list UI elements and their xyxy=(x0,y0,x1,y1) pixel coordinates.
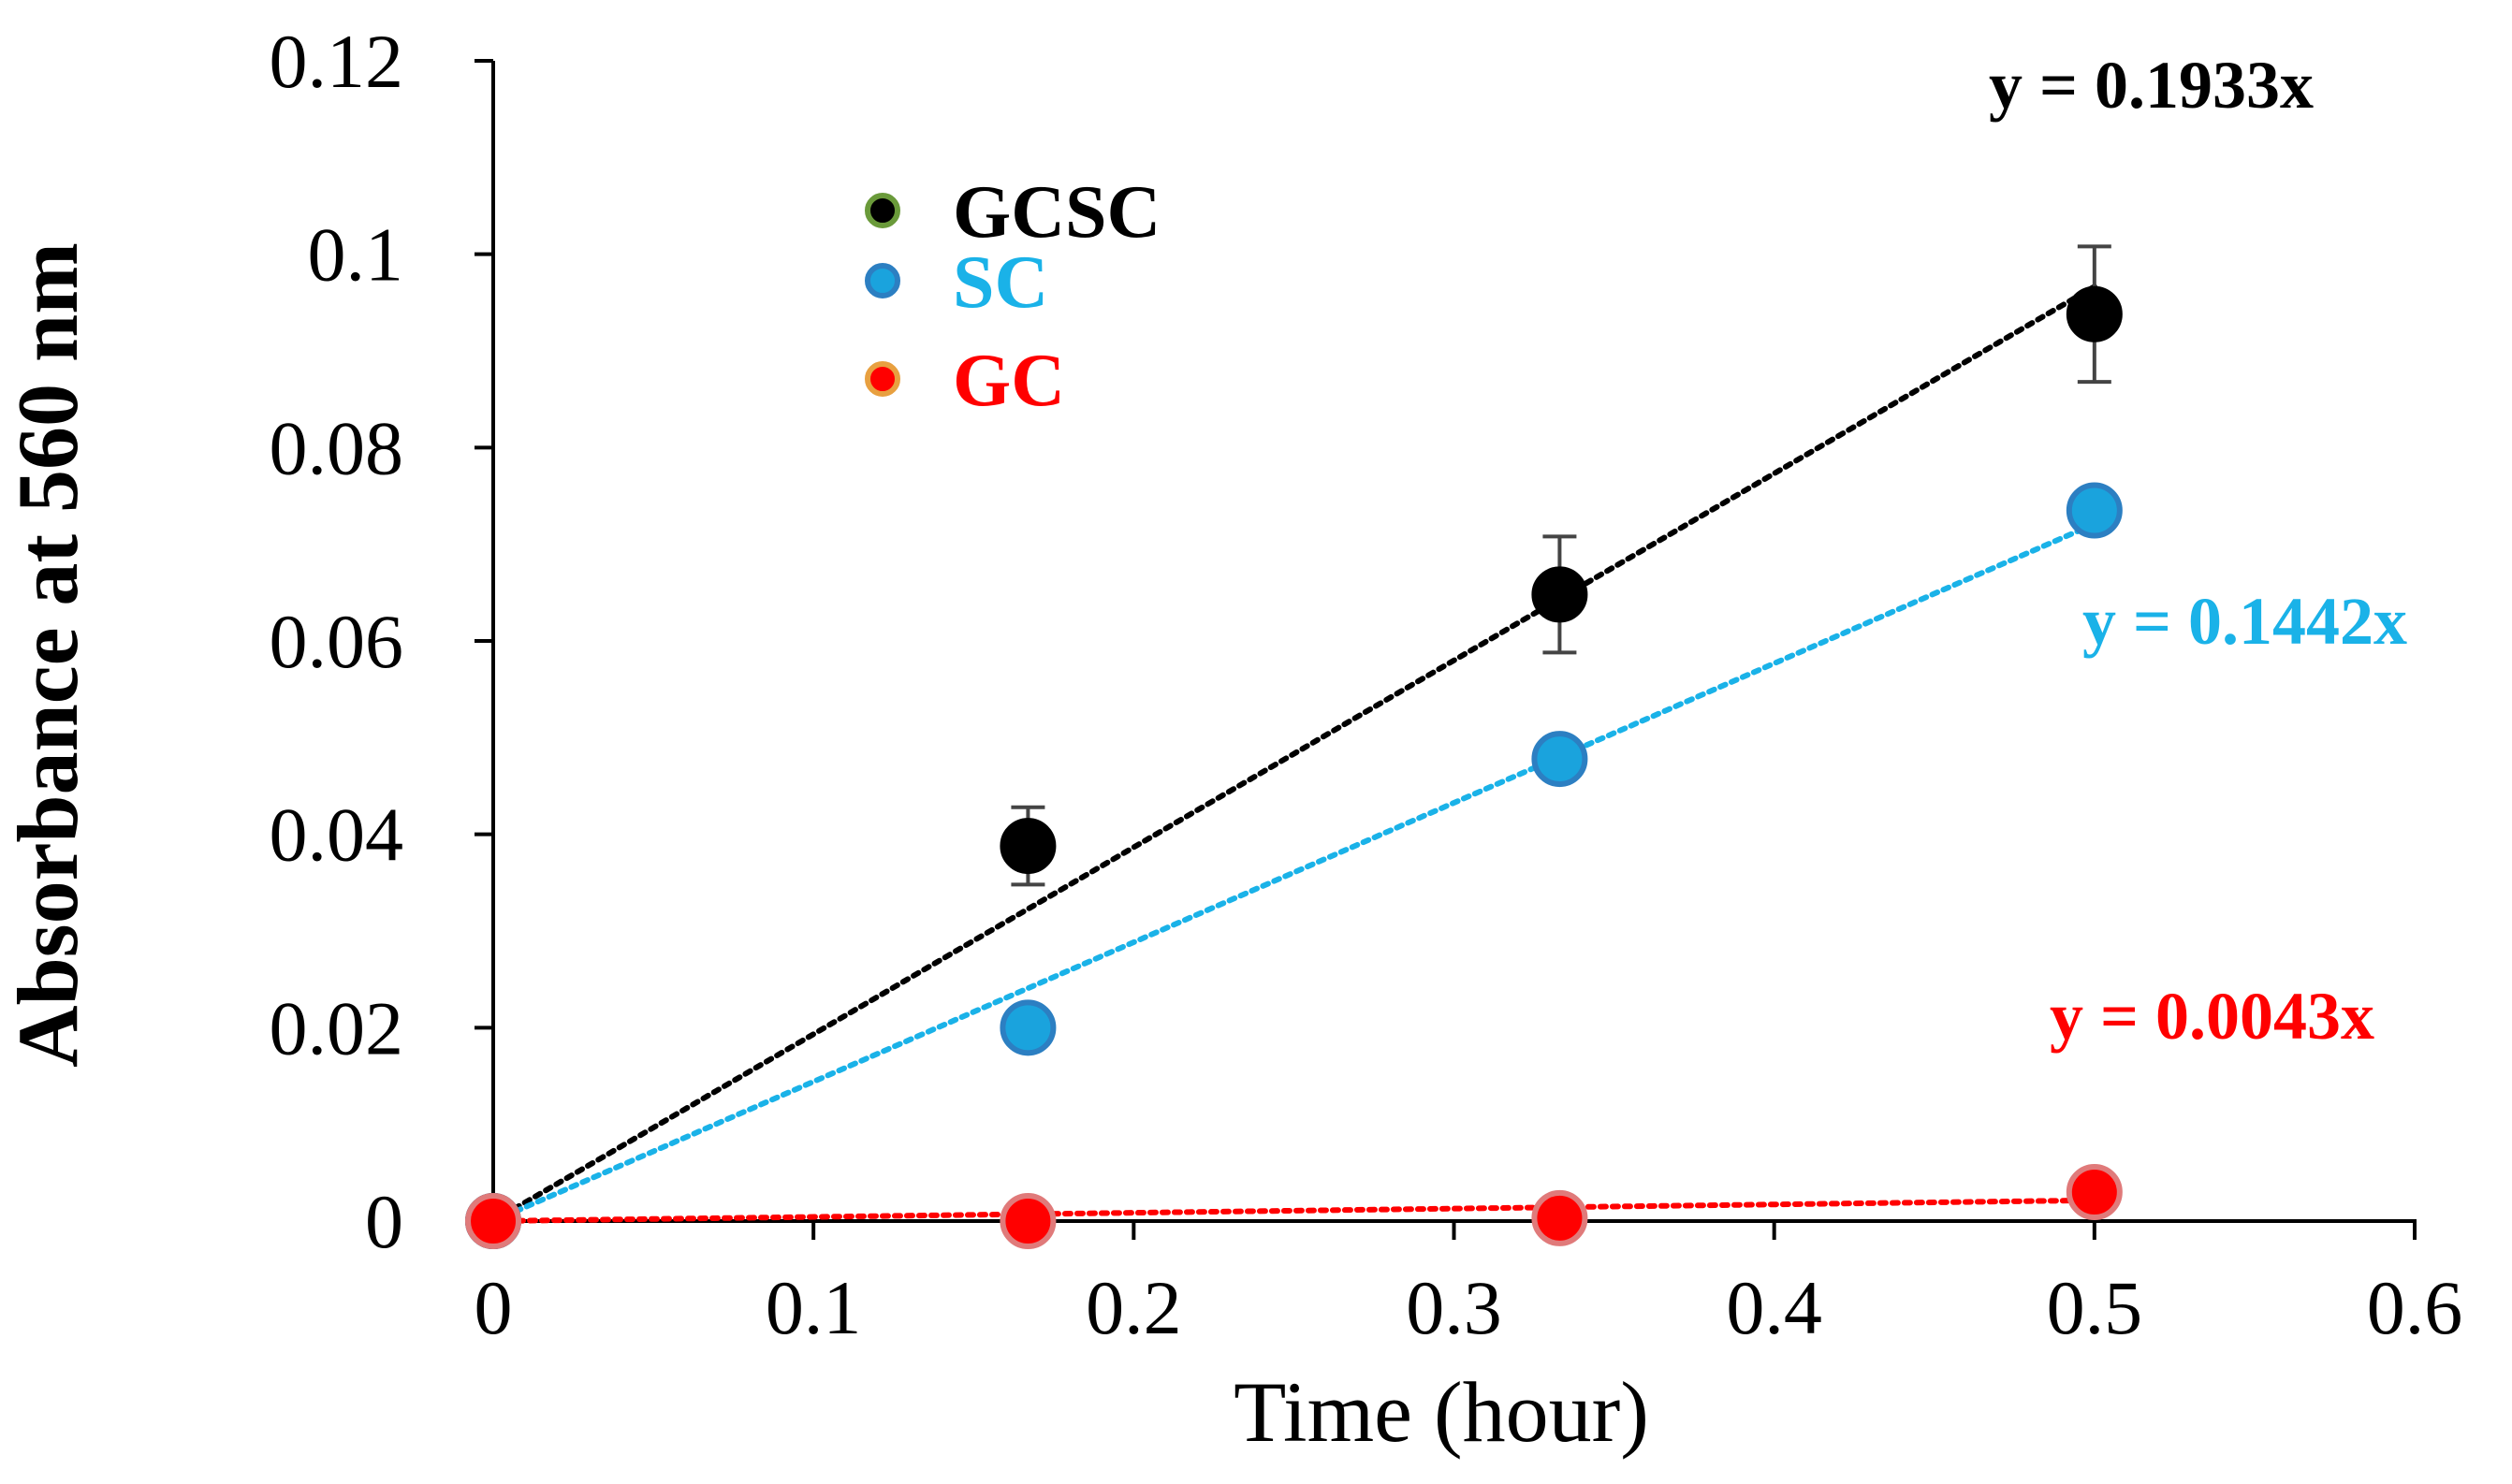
legend-marker-gcsc xyxy=(865,193,900,228)
trendline-gc xyxy=(490,1197,2097,1224)
legend-marker-sc xyxy=(865,263,900,298)
data-point-sc xyxy=(2066,482,2123,539)
legend-marker-gc xyxy=(865,361,900,397)
x-tick-label: 0.1 xyxy=(766,1265,862,1350)
y-tick-label: 0.08 xyxy=(270,405,404,490)
y-tick-label: 0 xyxy=(365,1179,403,1264)
error-bars xyxy=(1011,244,2111,887)
x-tick-label: 0.3 xyxy=(1406,1265,1502,1350)
data-point-sc xyxy=(1531,731,1588,788)
y-tick-label: 0.12 xyxy=(270,19,404,104)
data-point-sc xyxy=(1000,999,1057,1056)
y-tick-label: 0.1 xyxy=(308,212,404,298)
x-tick-label: 0.2 xyxy=(1086,1265,1182,1350)
data-point-gcsc xyxy=(1000,818,1057,875)
data-point-gcsc xyxy=(1531,566,1588,623)
equation-gcsc: y = 0.1933x xyxy=(1989,48,2314,123)
axes: 0 0.1 0.2 0.3 0.4 0.5 0.6 0 0.02 0.04 0.06 0.08 0.1 0… xyxy=(270,19,2463,1350)
data-point-gc xyxy=(1531,1189,1588,1246)
x-axis-title: Time (hour) xyxy=(1234,1364,1649,1460)
trendline-sc xyxy=(490,520,2097,1224)
x-tick-label: 0 xyxy=(475,1265,513,1350)
equation-sc: y = 0.1442x xyxy=(2082,584,2407,659)
x-tick-label: 0.4 xyxy=(1726,1265,1822,1350)
trendlines xyxy=(490,284,2097,1224)
data-point-gcsc xyxy=(2066,285,2123,342)
equation-gc: y = 0.0043x xyxy=(2050,979,2374,1054)
y-tick-label: 0.06 xyxy=(270,599,404,684)
y-axis-title: Absorbance at 560 nm xyxy=(0,242,95,1068)
y-tick-label: 0.02 xyxy=(270,985,404,1070)
data-point-gc xyxy=(465,1193,521,1249)
legend-label-gc: GC xyxy=(953,340,1065,422)
data-points xyxy=(465,285,2123,1249)
x-tick-label: 0.6 xyxy=(2367,1265,2463,1350)
trendline-gcsc xyxy=(490,284,2097,1224)
trendline-equations: y = 0.1933x y = 0.1442x y = 0.0043x xyxy=(1989,48,2407,1054)
y-tick-label: 0.04 xyxy=(270,793,404,878)
legend-label-gcsc: GCSC xyxy=(953,171,1161,254)
data-point-gc xyxy=(2066,1164,2123,1220)
x-tick-label: 0.5 xyxy=(2047,1265,2143,1350)
legend-label-sc: SC xyxy=(953,241,1048,324)
data-point-gc xyxy=(1000,1193,1057,1249)
